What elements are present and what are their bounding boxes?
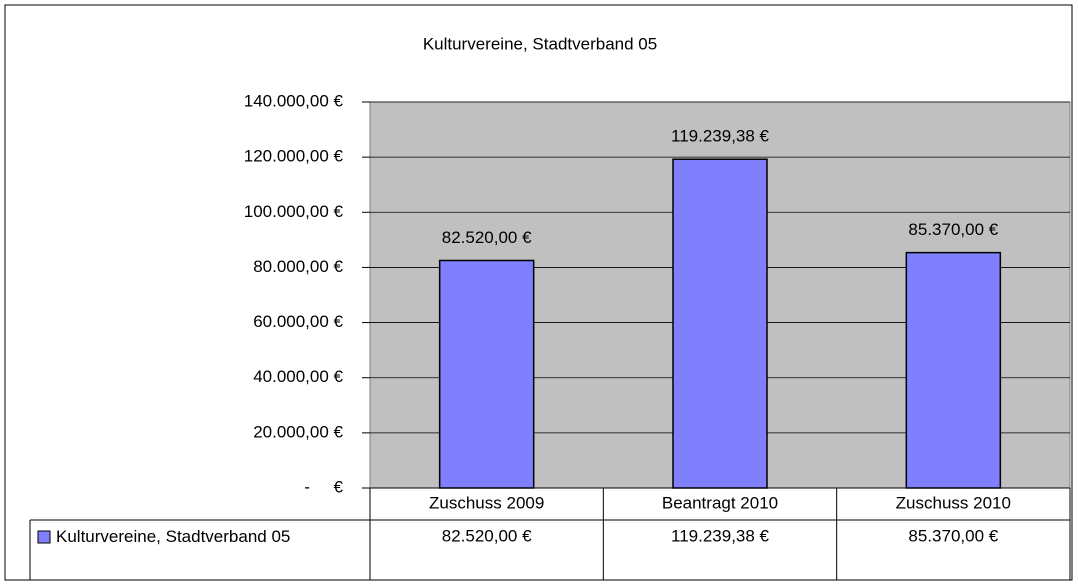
data-label: 85.370,00 € xyxy=(908,220,998,239)
y-tick-label: 20.000,00 € xyxy=(253,422,343,441)
bar xyxy=(905,251,1002,489)
data-label: 82.520,00 € xyxy=(442,228,532,247)
legend-box: Kulturvereine, Stadtverband 05 xyxy=(56,527,291,546)
y-tick-label: 40.000,00 € xyxy=(253,367,343,386)
y-tick-label: 100.000,00 € xyxy=(244,202,344,221)
table-value: 82.520,00 € xyxy=(442,526,532,545)
x-tick-label: Zuschuss 2010 xyxy=(896,493,1011,512)
table-value: 85.370,00 € xyxy=(908,526,998,545)
y-tick-label: 120.000,00 € xyxy=(244,147,344,166)
data-label: 119.239,38 € xyxy=(671,127,770,146)
table-value: 119.239,38 € xyxy=(671,526,770,545)
chart-title: Kulturvereine, Stadtverband 05 xyxy=(423,34,657,53)
y-tick-label: - € xyxy=(304,477,343,496)
legend-label: Kulturvereine, Stadtverband 05 xyxy=(56,527,291,546)
y-tick-label: 60.000,00 € xyxy=(253,312,343,331)
legend-swatch xyxy=(37,530,51,544)
y-tick-label: 80.000,00 € xyxy=(253,257,343,276)
x-tick-label: Beantragt 2010 xyxy=(662,493,778,512)
y-tick-label: 140.000,00 € xyxy=(244,91,344,110)
bar xyxy=(672,158,768,489)
bar xyxy=(438,259,535,489)
x-tick-label: Zuschuss 2009 xyxy=(429,493,544,512)
